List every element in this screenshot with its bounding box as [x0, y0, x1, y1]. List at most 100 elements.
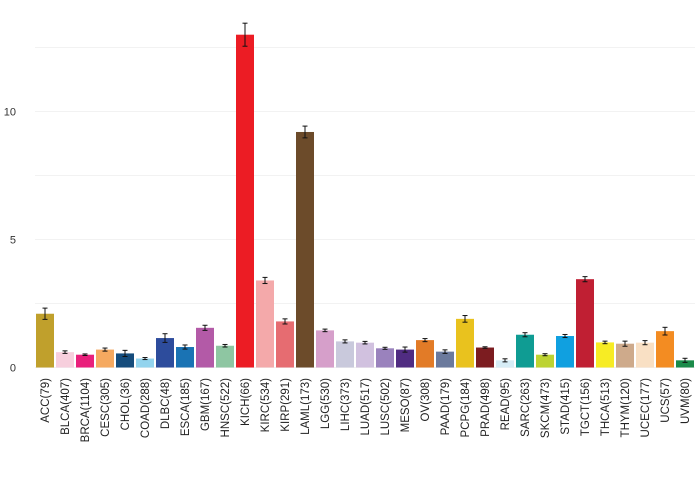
bar — [216, 345, 234, 368]
error-bar — [442, 349, 448, 354]
error-bar — [62, 350, 68, 354]
error-bar — [122, 349, 128, 357]
error-bar — [382, 346, 388, 350]
bar — [316, 330, 334, 368]
error-bar — [162, 333, 168, 343]
bar — [676, 360, 694, 368]
error-bar — [682, 357, 688, 363]
y-axis-tick-labels: 0 5 10 — [4, 107, 16, 375]
bar — [356, 342, 374, 368]
bar — [96, 349, 114, 368]
error-bar — [402, 346, 408, 353]
x-category-label: SARC(263) — [520, 378, 532, 437]
x-category-label: ESCA(185) — [180, 378, 192, 436]
x-category-label: KICH(66) — [240, 378, 252, 426]
bar — [576, 279, 594, 368]
bar — [376, 348, 394, 368]
x-category-label: GBM(167) — [200, 378, 212, 431]
error-bar — [602, 340, 608, 345]
error-bar — [622, 340, 628, 347]
x-category-label: PAAD(179) — [440, 378, 452, 435]
bar — [416, 340, 434, 368]
bar — [436, 351, 454, 368]
bar — [296, 131, 314, 368]
error-bar — [582, 276, 588, 283]
error-bar — [562, 333, 568, 339]
x-category-label: LAML(173) — [300, 378, 312, 435]
x-category-label: KIRC(534) — [260, 378, 272, 432]
x-category-label: PCPG(184) — [460, 378, 472, 438]
x-category-label: SKCM(473) — [540, 378, 552, 438]
bar — [556, 336, 574, 368]
bar — [536, 354, 554, 368]
x-axis-category-labels: ACC(79) BLCA(407) BRCA(1104) CESC(305) CHOL(… — [40, 378, 692, 443]
x-category-label: LUSC(502) — [380, 378, 392, 436]
error-bar — [542, 353, 548, 357]
error-bar — [522, 332, 528, 338]
bar — [156, 338, 174, 368]
x-category-label: OV(308) — [420, 378, 432, 422]
x-category-label: DLBC(48) — [160, 378, 172, 429]
bar — [656, 331, 674, 368]
x-category-label: UCEC(177) — [640, 378, 652, 438]
error-bar — [642, 340, 648, 346]
x-category-label: UVM(80) — [680, 378, 692, 424]
bar — [256, 280, 274, 368]
error-bar — [142, 357, 148, 361]
x-category-label: CHOL(36) — [120, 378, 132, 431]
error-bar — [322, 328, 328, 333]
bar — [596, 342, 614, 368]
x-category-label: THCA(513) — [600, 378, 612, 436]
x-category-label: LIHC(373) — [340, 378, 352, 431]
bar — [76, 354, 94, 368]
y-tick-label: 0 — [10, 363, 16, 375]
x-category-label: UCS(57) — [660, 378, 672, 423]
error-bar — [662, 326, 668, 336]
bar — [176, 347, 194, 368]
x-category-label: MESO(87) — [400, 378, 412, 432]
x-category-label: LUAD(517) — [360, 378, 372, 436]
bar — [56, 352, 74, 368]
error-bar — [422, 338, 428, 343]
error-bar — [182, 344, 188, 350]
grid-lines — [35, 47, 695, 368]
error-bar — [502, 358, 508, 363]
x-category-label: LGG(530) — [320, 378, 332, 429]
bar — [276, 321, 294, 368]
error-bar — [222, 343, 228, 348]
error-bar — [462, 315, 468, 323]
error-bar — [302, 125, 308, 139]
error-bar — [242, 22, 248, 47]
x-category-label: PRAD(498) — [480, 378, 492, 437]
error-bar — [262, 276, 268, 285]
x-category-label: KIRP(291) — [280, 378, 292, 432]
x-category-label: COAD(288) — [140, 378, 152, 438]
x-category-label: HNSC(522) — [220, 378, 232, 438]
y-tick-label: 10 — [4, 107, 16, 119]
x-category-label: STAD(415) — [560, 378, 572, 435]
x-category-label: ACC(79) — [40, 378, 52, 423]
bar — [116, 353, 134, 368]
y-tick-label: 5 — [10, 235, 16, 247]
bar — [456, 318, 474, 368]
bar — [616, 343, 634, 368]
bar — [236, 34, 254, 368]
x-category-label: BLCA(407) — [60, 378, 72, 435]
error-bar — [202, 324, 208, 331]
error-bar — [482, 346, 488, 349]
bar — [636, 342, 654, 368]
error-bar — [102, 347, 108, 352]
x-category-label: READ(95) — [500, 378, 512, 431]
bar — [476, 347, 494, 368]
bar — [136, 358, 154, 368]
error-bar — [282, 318, 288, 325]
error-bar — [342, 339, 348, 344]
bar — [336, 341, 354, 368]
bar — [196, 327, 214, 368]
error-bar — [82, 353, 88, 356]
bar — [496, 360, 514, 368]
x-category-label: TGCT(156) — [580, 378, 592, 436]
bar — [396, 349, 414, 368]
error-bars — [42, 22, 688, 363]
